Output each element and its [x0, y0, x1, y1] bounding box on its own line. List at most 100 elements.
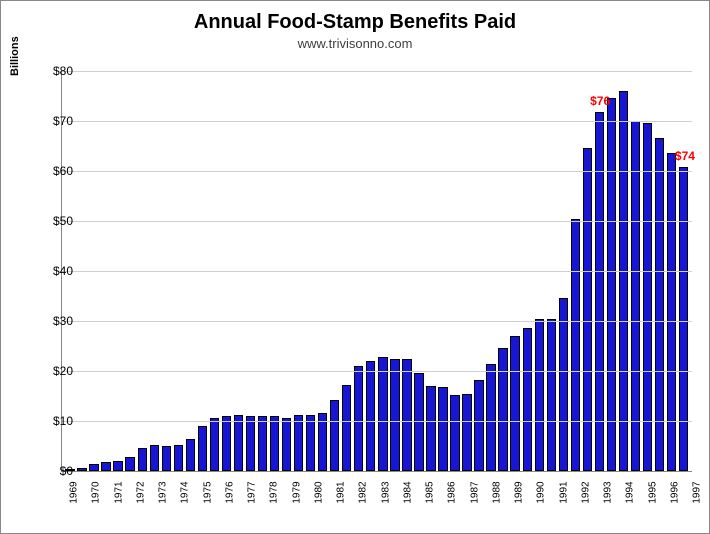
x-tick-label: 1992: [580, 481, 591, 503]
bar: [523, 328, 532, 471]
chart-container: Annual Food-Stamp Benefits Paid www.triv…: [0, 0, 710, 534]
bar: [198, 426, 207, 472]
y-axis-title: Billions: [9, 36, 21, 76]
bar: [438, 387, 447, 472]
gridline: [62, 371, 692, 372]
bar: [426, 386, 435, 472]
bar: [77, 468, 86, 471]
x-tick-label: 1989: [514, 481, 525, 503]
bar: [282, 418, 291, 471]
bar: [342, 385, 351, 472]
bar: [559, 298, 568, 471]
x-tick-label: 1993: [603, 481, 614, 503]
bar: [210, 418, 219, 472]
y-tick-label: $60: [33, 164, 73, 178]
bar: [390, 359, 399, 472]
x-tick-label: 1996: [669, 481, 680, 503]
bar: [366, 361, 375, 471]
bar: [643, 123, 652, 472]
bar: [186, 439, 195, 472]
bar: [101, 462, 110, 471]
bar: [631, 121, 640, 471]
x-tick-label: 1979: [291, 481, 302, 503]
bar: [498, 348, 507, 471]
x-tick-label: 1985: [425, 481, 436, 503]
bar: [547, 319, 556, 471]
bar: [306, 415, 315, 471]
bar: [462, 394, 471, 472]
bar: [89, 464, 98, 472]
bar: [113, 461, 122, 472]
y-tick-label: $50: [33, 214, 73, 228]
bar: [258, 416, 267, 471]
x-tick-label: 1970: [91, 481, 102, 503]
gridline: [62, 321, 692, 322]
bar: [619, 91, 628, 472]
y-tick-label: $20: [33, 364, 73, 378]
bar: [270, 416, 279, 471]
bar: [294, 415, 303, 471]
x-tick-label: 1984: [402, 481, 413, 503]
y-tick-label: $40: [33, 264, 73, 278]
x-tick-label: 1972: [135, 481, 146, 503]
gridline: [62, 221, 692, 222]
chart-subtitle: www.trivisonno.com: [1, 36, 709, 51]
bar: [162, 446, 171, 472]
gridline: [62, 71, 692, 72]
y-tick-label: $70: [33, 114, 73, 128]
bar: [474, 380, 483, 472]
x-tick-label: 1983: [380, 481, 391, 503]
x-tick-label: 1994: [625, 481, 636, 503]
x-tick-label: 1977: [247, 481, 258, 503]
x-tick-label: 1971: [113, 481, 124, 503]
bar: [222, 416, 231, 471]
x-tick-label: 1991: [558, 481, 569, 503]
bar: [378, 357, 387, 471]
bar: [450, 395, 459, 472]
bar: [402, 359, 411, 472]
y-tick-label: $0: [33, 464, 73, 478]
bar: [246, 416, 255, 471]
x-axis-labels: 1969197019711972197319741975197619771978…: [61, 473, 691, 498]
x-tick-label: 1969: [69, 481, 80, 503]
x-tick-label: 1973: [158, 481, 169, 503]
bar: [486, 364, 495, 471]
y-tick-label: $80: [33, 64, 73, 78]
x-tick-label: 1975: [202, 481, 213, 503]
bar: [150, 445, 159, 472]
bar: [583, 148, 592, 472]
bar: [414, 373, 423, 471]
gridline: [62, 421, 692, 422]
data-label: $76: [590, 94, 610, 108]
x-tick-label: 1990: [536, 481, 547, 503]
x-tick-label: 1978: [269, 481, 280, 503]
bar: [125, 457, 134, 472]
plot-area: [61, 71, 692, 472]
bar: [667, 153, 676, 472]
y-tick-label: $10: [33, 414, 73, 428]
gridline: [62, 271, 692, 272]
bar: [595, 112, 604, 471]
bar: [234, 415, 243, 471]
x-tick-label: 1982: [358, 481, 369, 503]
x-tick-label: 1981: [336, 481, 347, 503]
bar: [571, 219, 580, 471]
bar: [174, 445, 183, 471]
x-tick-label: 1980: [313, 481, 324, 503]
bar: [679, 167, 688, 472]
bar: [510, 336, 519, 472]
gridline: [62, 171, 692, 172]
y-tick-label: $30: [33, 314, 73, 328]
data-label: $74: [675, 149, 695, 163]
bar: [535, 319, 544, 471]
x-tick-label: 1986: [447, 481, 458, 503]
bar: [138, 448, 147, 471]
bar: [330, 400, 339, 471]
chart-title: Annual Food-Stamp Benefits Paid: [1, 1, 709, 34]
x-tick-label: 1976: [224, 481, 235, 503]
bar: [354, 366, 363, 472]
x-tick-label: 1988: [491, 481, 502, 503]
gridline: [62, 121, 692, 122]
x-tick-label: 1974: [180, 481, 191, 503]
bar: [607, 98, 616, 471]
